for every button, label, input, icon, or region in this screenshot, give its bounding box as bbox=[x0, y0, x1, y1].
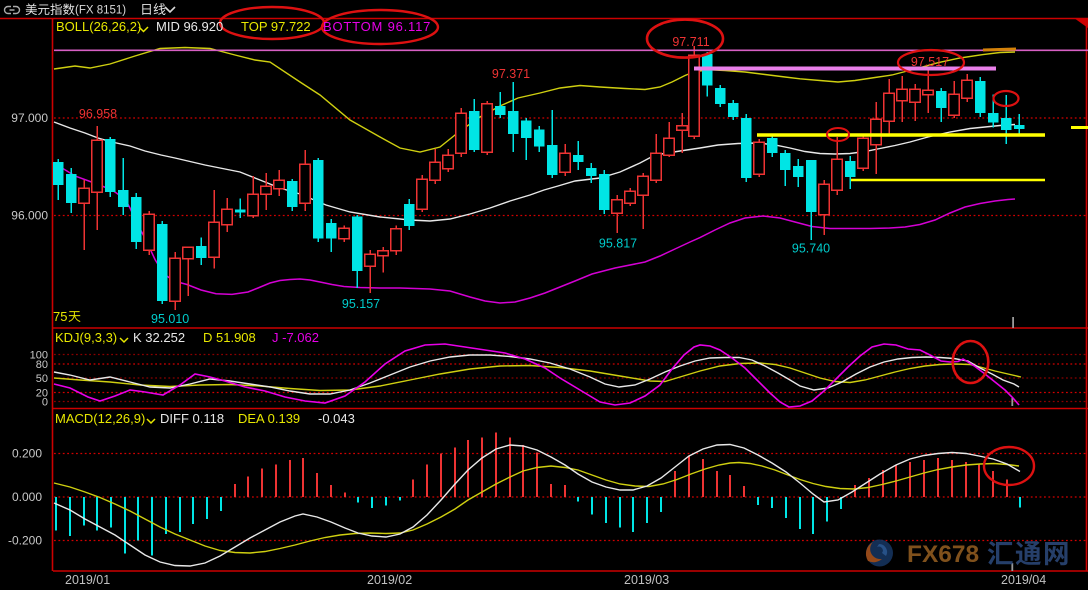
svg-text:DIFF 0.118: DIFF 0.118 bbox=[160, 411, 224, 426]
svg-text:DEA 0.139: DEA 0.139 bbox=[238, 411, 300, 426]
svg-text:FX678: FX678 bbox=[907, 541, 979, 568]
svg-text:2019/02: 2019/02 bbox=[367, 573, 412, 587]
svg-text:20: 20 bbox=[36, 388, 48, 400]
svg-text:0.000: 0.000 bbox=[12, 490, 42, 504]
svg-text:2019/03: 2019/03 bbox=[624, 573, 669, 587]
svg-text:2019/04: 2019/04 bbox=[1001, 573, 1046, 587]
svg-text:97.517: 97.517 bbox=[911, 55, 949, 69]
svg-text:50: 50 bbox=[36, 373, 48, 385]
svg-text:97.000: 97.000 bbox=[11, 111, 48, 125]
svg-text:-0.200: -0.200 bbox=[8, 534, 42, 548]
svg-text:K 32.252: K 32.252 bbox=[133, 330, 185, 345]
svg-text:100: 100 bbox=[30, 350, 48, 362]
svg-text:MACD(12,26,9): MACD(12,26,9) bbox=[55, 411, 145, 426]
svg-text:BOLL(26,26,2): BOLL(26,26,2) bbox=[56, 19, 141, 34]
svg-text:75: 75 bbox=[53, 309, 67, 324]
svg-text:96.958: 96.958 bbox=[79, 107, 117, 121]
svg-text:97.711: 97.711 bbox=[672, 35, 709, 49]
svg-text:2019/01: 2019/01 bbox=[65, 573, 110, 587]
svg-text:95.740: 95.740 bbox=[792, 242, 830, 256]
svg-text:D 51.908: D 51.908 bbox=[203, 330, 256, 345]
svg-text:96.000: 96.000 bbox=[11, 209, 48, 223]
svg-text:95.010: 95.010 bbox=[151, 312, 189, 326]
svg-text:-0.043: -0.043 bbox=[318, 411, 355, 426]
svg-text:95.157: 95.157 bbox=[342, 297, 380, 311]
svg-text:(FX 8151): (FX 8151) bbox=[75, 5, 126, 17]
svg-text:80: 80 bbox=[36, 359, 48, 371]
svg-text:J -7.062: J -7.062 bbox=[272, 330, 319, 345]
svg-text:KDJ(9,3,3): KDJ(9,3,3) bbox=[55, 330, 117, 345]
svg-text:0: 0 bbox=[42, 397, 48, 409]
svg-text:BOTTOM 96.117: BOTTOM 96.117 bbox=[323, 19, 431, 34]
svg-text:97.371: 97.371 bbox=[492, 67, 530, 81]
svg-text:0.200: 0.200 bbox=[12, 447, 42, 461]
svg-text:TOP 97.722: TOP 97.722 bbox=[241, 19, 311, 34]
svg-text:MID 96.920: MID 96.920 bbox=[156, 19, 223, 34]
svg-text:95.817: 95.817 bbox=[599, 237, 637, 251]
